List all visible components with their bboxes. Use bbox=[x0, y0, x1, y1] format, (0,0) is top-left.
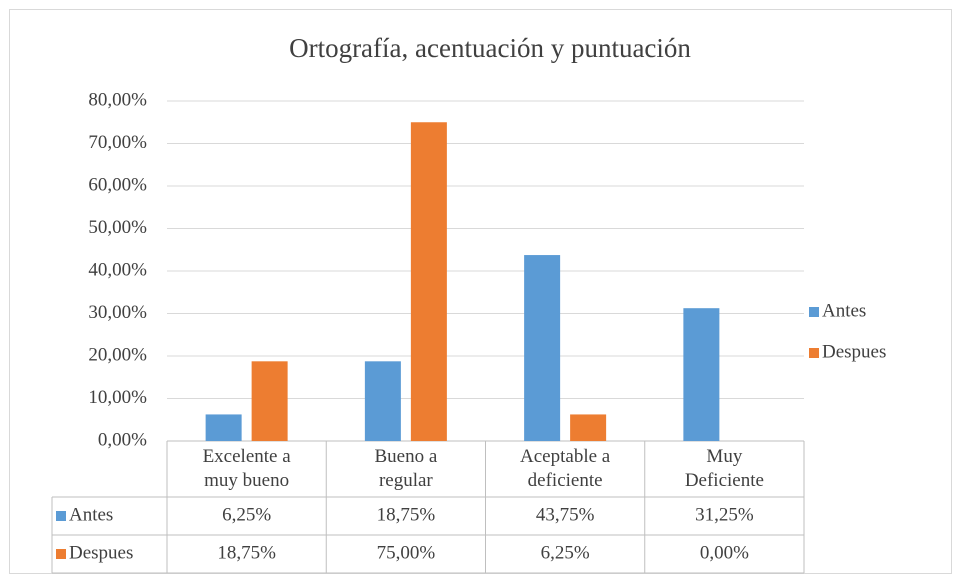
bar bbox=[251, 361, 288, 441]
x-tick-label: Excelente a muy bueno bbox=[202, 446, 291, 491]
y-tick-label: 10,00% bbox=[88, 387, 147, 408]
legend-key bbox=[809, 348, 819, 358]
bar bbox=[410, 122, 447, 441]
y-tick-label: 70,00% bbox=[88, 132, 147, 153]
legend-label: Despues bbox=[822, 341, 886, 362]
table-value: 0,00% bbox=[700, 542, 749, 563]
y-tick-label: 40,00% bbox=[88, 259, 147, 280]
y-tick-label: 50,00% bbox=[88, 217, 147, 238]
bar bbox=[570, 414, 607, 441]
y-tick-label: 30,00% bbox=[88, 302, 147, 323]
y-tick-label: 20,00% bbox=[88, 344, 147, 365]
table-row-label: Antes bbox=[69, 504, 113, 525]
legend-key bbox=[809, 307, 819, 317]
x-tick-label: Muy Deficiente bbox=[684, 446, 764, 491]
table-value: 6,25% bbox=[222, 504, 271, 525]
bar bbox=[524, 255, 561, 441]
table-value: 43,75% bbox=[536, 504, 595, 525]
bar bbox=[364, 361, 401, 441]
x-tick-label: Aceptable a deficiente bbox=[520, 446, 611, 491]
table-value: 18,75% bbox=[377, 504, 436, 525]
table-legend-key bbox=[56, 511, 66, 521]
table-value: 75,00% bbox=[377, 542, 436, 563]
y-tick-label: 0,00% bbox=[98, 429, 147, 450]
table-row-label: Despues bbox=[69, 542, 133, 563]
table-value: 18,75% bbox=[217, 542, 276, 563]
bar bbox=[683, 308, 720, 441]
y-tick-label: 60,00% bbox=[88, 174, 147, 195]
bar bbox=[205, 414, 242, 441]
x-tick-label: Bueno a regular bbox=[374, 446, 438, 491]
legend-label: Antes bbox=[822, 300, 866, 321]
table-value: 6,25% bbox=[541, 542, 590, 563]
table-legend-key bbox=[56, 549, 66, 559]
y-tick-label: 80,00% bbox=[88, 89, 147, 110]
table-value: 31,25% bbox=[695, 504, 754, 525]
chart-title: Ortografía, acentuación y puntuación bbox=[289, 33, 691, 63]
